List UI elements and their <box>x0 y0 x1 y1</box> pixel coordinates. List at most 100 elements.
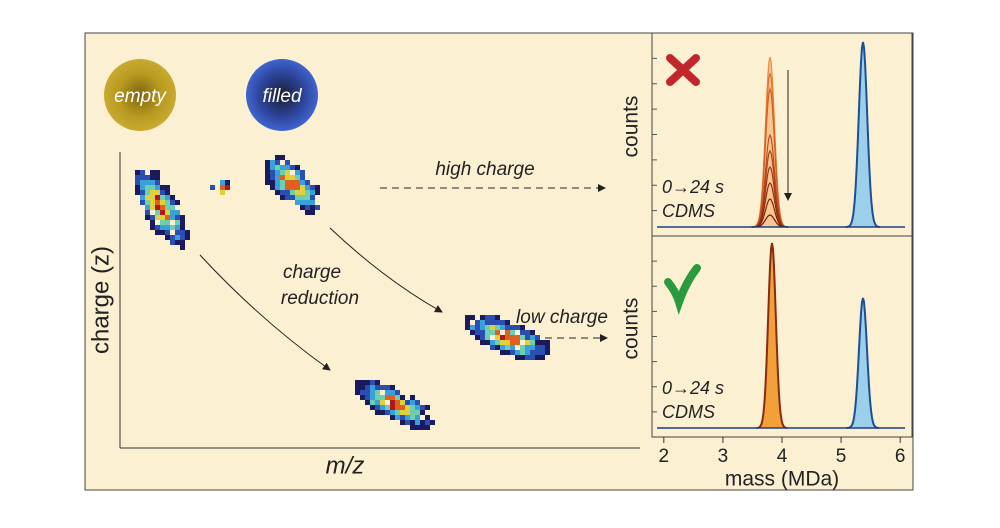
heatmap-pixel <box>415 405 420 410</box>
heatmap-pixel <box>375 380 380 385</box>
heatmap-pixel <box>150 205 155 210</box>
heatmap-pixel <box>145 210 150 215</box>
heatmap-pixel <box>515 325 520 330</box>
heatmap-pixel <box>165 225 170 230</box>
heatmap-pixel <box>165 190 170 195</box>
heatmap-pixel <box>370 380 375 385</box>
heatmap-pixel <box>395 390 400 395</box>
y-axis-label: counts <box>620 96 643 158</box>
heatmap-pixel <box>140 200 145 205</box>
x-tick-label: 5 <box>836 446 847 467</box>
heatmap-pixel <box>140 170 145 175</box>
heatmap-pixel <box>310 200 315 205</box>
heatmap-pixel <box>405 415 410 420</box>
heatmap-pixel <box>165 215 170 220</box>
heatmap-pixel <box>155 200 160 205</box>
heatmap-pixel <box>150 170 155 175</box>
heatmap-pixel <box>170 235 175 240</box>
heatmap-pixel <box>160 190 165 195</box>
heatmap-pixel <box>280 185 285 190</box>
heatmap-pixel <box>165 195 170 200</box>
heatmap-pixel <box>360 380 365 385</box>
heatmap-pixel <box>410 395 415 400</box>
heatmap-pixel <box>535 350 540 355</box>
heatmap-pixel <box>390 410 395 415</box>
heatmap-pixel <box>155 225 160 230</box>
heatmap-pixel <box>525 350 530 355</box>
heatmap-pixel <box>395 415 400 420</box>
heatmap-pixel <box>180 245 185 250</box>
heatmap-pixel <box>300 185 305 190</box>
heatmap-pixel <box>355 385 360 390</box>
heatmap-pixel <box>295 170 300 175</box>
heatmap-pixel <box>530 330 535 335</box>
heatmap-pixel <box>370 400 375 405</box>
heatmap-pixel <box>290 190 295 195</box>
empty-label: empty <box>114 86 167 107</box>
heatmap-pixel <box>155 215 160 220</box>
heatmap-pixel <box>310 210 315 215</box>
heatmap-pixel <box>400 400 405 405</box>
heatmap-pixel <box>315 190 320 195</box>
peak-fill <box>752 57 788 227</box>
heatmap-pixel <box>400 405 405 410</box>
heatmap-pixel <box>140 180 145 185</box>
y-axis-label: charge (z) <box>87 246 114 354</box>
heatmap-pixel <box>165 230 170 235</box>
heatmap-pixel <box>290 180 295 185</box>
heatmap-pixel <box>165 235 170 240</box>
heatmap-pixel <box>170 225 175 230</box>
heatmap-pixel <box>315 185 320 190</box>
heatmap-pixel <box>305 195 310 200</box>
heatmap-pixel <box>185 230 190 235</box>
heatmap-pixel <box>385 385 390 390</box>
heatmap-pixel <box>465 320 470 325</box>
heatmap-pixel <box>170 200 175 205</box>
heatmap-pixel <box>220 180 225 185</box>
heatmap-pixel <box>210 185 215 190</box>
heatmap-pixel <box>180 230 185 235</box>
heatmap-pixel <box>530 335 535 340</box>
heatmap-pixel <box>500 335 505 340</box>
heatmap-pixel <box>545 345 550 350</box>
heatmap-pixel <box>180 220 185 225</box>
heatmap-pixel <box>135 180 140 185</box>
heatmap-pixel <box>500 340 505 345</box>
heatmap-pixel <box>505 320 510 325</box>
heatmap-pixel <box>475 325 480 330</box>
reduction-arrow-filled <box>329 227 443 313</box>
heatmap-pixel <box>170 205 175 210</box>
heatmap-pixel <box>360 395 365 400</box>
time-label: 0→24 s <box>662 177 724 197</box>
heatmap-pixel <box>310 190 315 195</box>
heatmap-pixel <box>290 185 295 190</box>
heatmap-pixel <box>275 155 280 160</box>
peak-fill <box>755 242 788 429</box>
heatmap-pixel <box>420 410 425 415</box>
heatmap-pixel <box>170 210 175 215</box>
heatmap-pixel <box>510 335 515 340</box>
heatmap-pixel <box>370 395 375 400</box>
heatmap-pixel <box>490 315 495 320</box>
heatmap-pixel <box>490 330 495 335</box>
heatmap-pixel <box>380 405 385 410</box>
heatmap-pixel <box>380 385 385 390</box>
heatmap-pixel <box>290 195 295 200</box>
heatmap-pixel <box>280 170 285 175</box>
heatmap-pixel <box>545 340 550 345</box>
heatmap-pixel <box>470 330 475 335</box>
heatmap-pixel <box>270 175 275 180</box>
heatmap-pixel <box>500 350 505 355</box>
heatmap-pixel <box>475 330 480 335</box>
peak-fill <box>846 297 880 429</box>
heatmap-pixel <box>155 230 160 235</box>
heatmap-pixel <box>185 235 190 240</box>
heatmap-pixel <box>485 320 490 325</box>
heatmap-pixel <box>380 400 385 405</box>
heatmap-pixel <box>365 380 370 385</box>
heatmap-pixel <box>495 335 500 340</box>
heatmap-pixel <box>265 175 270 180</box>
heatmap-pixel <box>465 315 470 320</box>
heatmap-pixel <box>270 160 275 165</box>
heatmap-pixel <box>280 180 285 185</box>
